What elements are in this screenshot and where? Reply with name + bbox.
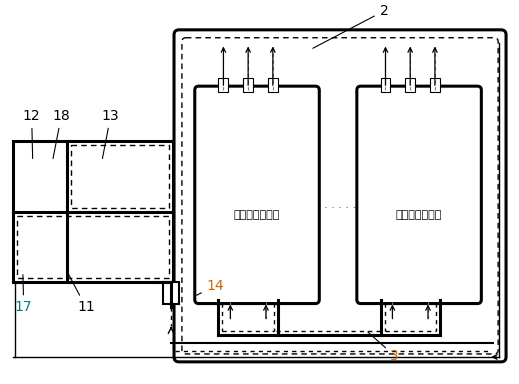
Text: 3: 3 (368, 332, 399, 363)
Bar (13, 141, 173, 282)
FancyBboxPatch shape (357, 86, 481, 304)
Text: 钒装中置开关柜: 钒装中置开关柜 (234, 210, 280, 220)
Bar (17, 215, 169, 278)
Text: 2: 2 (313, 4, 388, 48)
Text: 钒装中置开关柜: 钒装中置开关柜 (396, 210, 442, 220)
Text: 11: 11 (69, 275, 95, 314)
Bar (430, 78, 440, 92)
Bar (163, 282, 179, 304)
Text: 18: 18 (52, 109, 70, 159)
Text: 12: 12 (23, 109, 40, 159)
Text: 17: 17 (15, 275, 33, 314)
Bar (380, 78, 390, 92)
Bar (243, 78, 253, 92)
Bar (218, 78, 228, 92)
Bar (71, 146, 169, 208)
Bar (405, 78, 415, 92)
Bar (268, 78, 278, 92)
Text: 14: 14 (196, 279, 224, 295)
Text: 13: 13 (102, 109, 119, 159)
FancyBboxPatch shape (174, 30, 506, 362)
FancyBboxPatch shape (195, 86, 319, 304)
Text: . . . . .: . . . . . (324, 200, 356, 210)
